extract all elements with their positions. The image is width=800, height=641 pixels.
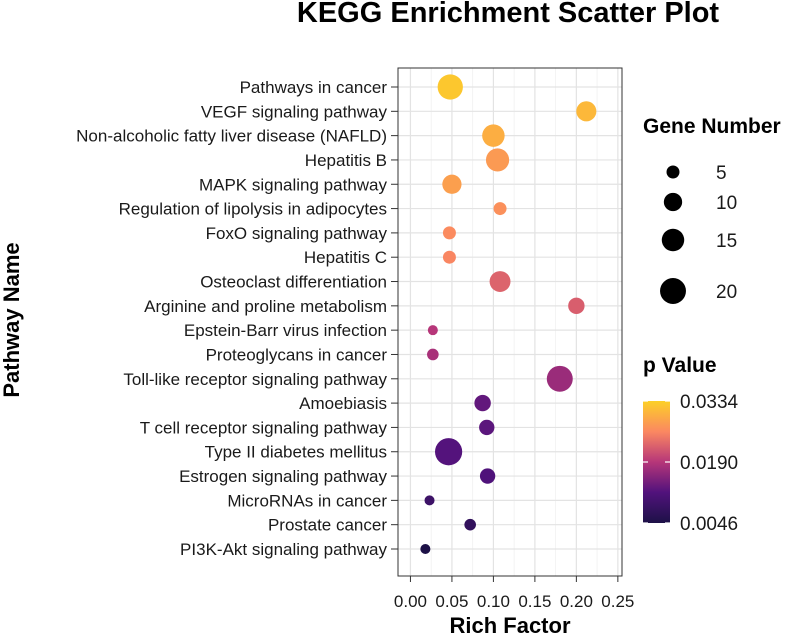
x-tick-label: 0.25 <box>601 592 634 611</box>
color-legend-title: p Value <box>643 354 717 377</box>
color-legend-label: 0.0190 <box>680 453 738 474</box>
data-point <box>437 74 463 100</box>
size-legend-dot <box>660 278 686 304</box>
data-point <box>474 394 491 412</box>
data-point <box>482 124 505 147</box>
y-tick-label: VEGF signaling pathway <box>201 102 388 121</box>
x-tick-label: 0.15 <box>518 592 551 611</box>
data-point <box>493 202 507 216</box>
size-legend-title: Gene Number <box>643 115 781 138</box>
grid-lines <box>398 68 622 576</box>
data-point <box>442 250 456 264</box>
plot-panel <box>397 67 623 577</box>
y-tick-label: Osteoclast differentiation <box>200 273 387 292</box>
y-tick-label: FoxO signaling pathway <box>206 224 388 243</box>
color-legend-label: 0.0046 <box>680 514 738 535</box>
data-point <box>442 226 456 240</box>
y-tick-label: T cell receptor signaling pathway <box>140 418 388 437</box>
size-legend: 5 10 15 20 <box>660 163 737 304</box>
data-point <box>442 174 462 194</box>
x-tick-label: 0.10 <box>477 592 510 611</box>
y-tick-label: Estrogen signaling pathway <box>179 467 387 486</box>
size-legend-label: 5 <box>716 163 727 184</box>
y-tick-label: Amoebiasis <box>299 394 387 413</box>
size-legend-label: 10 <box>716 193 737 214</box>
size-legend-label: 20 <box>716 282 737 303</box>
data-point <box>485 148 510 172</box>
color-legend-ticks: 0.0334 0.0190 0.0046 <box>643 392 739 535</box>
x-tick-label: 0.20 <box>560 592 593 611</box>
data-point <box>489 271 511 292</box>
y-tick-label: Arginine and proline metabolism <box>144 297 387 316</box>
data-points <box>420 74 597 555</box>
data-point <box>420 543 431 555</box>
y-tick-label: Type II diabetes mellitus <box>205 443 387 462</box>
y-tick-label: Hepatitis C <box>304 248 387 267</box>
data-point <box>568 297 585 315</box>
y-tick-label: Toll-like receptor signaling pathway <box>123 370 387 389</box>
data-point <box>435 438 463 466</box>
y-tick-label: Hepatitis B <box>305 151 387 170</box>
x-ticks: 0.00 0.05 0.10 0.15 0.20 0.25 <box>394 576 634 611</box>
data-point <box>576 101 597 122</box>
size-legend-dot <box>661 228 685 252</box>
data-point <box>427 325 438 336</box>
y-tick-label: Prostate cancer <box>268 516 387 535</box>
size-legend-dot <box>666 165 680 179</box>
y-tick-label: PI3K-Akt signaling pathway <box>180 540 387 559</box>
x-tick-label: 0.05 <box>435 592 468 611</box>
color-legend-label: 0.0334 <box>680 392 739 413</box>
data-point <box>427 348 439 361</box>
x-axis-title: Rich Factor <box>449 613 570 638</box>
data-point <box>546 365 573 392</box>
data-point <box>479 468 496 484</box>
chart-title: KEGG Enrichment Scatter Plot <box>297 0 720 29</box>
x-tick-label: 0.00 <box>394 592 427 611</box>
y-tick-label: Proteoglycans in cancer <box>206 345 388 364</box>
size-legend-dot <box>663 192 683 212</box>
data-point <box>424 495 435 506</box>
y-tick-label: MicroRNAs in cancer <box>227 491 387 510</box>
y-tick-label: Epstein-Barr virus infection <box>184 321 387 340</box>
data-point <box>464 518 476 531</box>
y-tick-labels: Pathways in cancer VEGF signaling pathway… <box>76 78 398 559</box>
size-legend-label: 15 <box>716 231 737 252</box>
y-tick-label: Pathways in cancer <box>240 78 388 97</box>
plot-border <box>397 67 623 577</box>
y-tick-label: MAPK signaling pathway <box>199 175 388 194</box>
y-tick-label: Non-alcoholic fatty liver disease (NAFLD… <box>76 127 387 146</box>
data-point <box>479 419 495 436</box>
y-tick-label: Regulation of lipolysis in adipocytes <box>119 200 387 219</box>
y-axis-title: Pathway Name <box>0 242 24 397</box>
